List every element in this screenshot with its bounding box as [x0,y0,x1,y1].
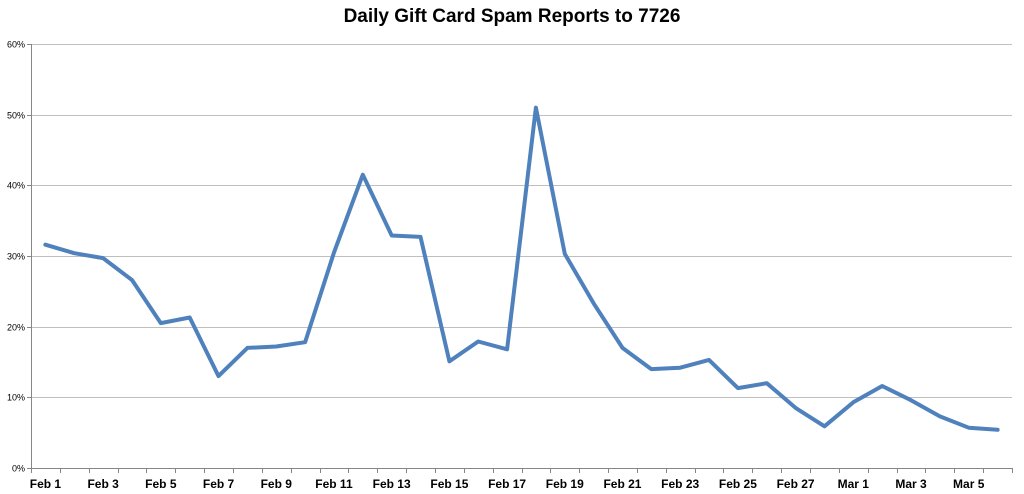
y-tick-label: 60% [7,40,25,50]
y-tick-label: 10% [7,393,25,403]
x-tick-label: Mar 1 [838,477,870,491]
x-tick-label: Feb 13 [373,477,411,491]
x-tick-label: Feb 27 [777,477,815,491]
chart-title: Daily Gift Card Spam Reports to 7726 [343,6,681,27]
y-tick-label: 50% [7,111,25,121]
x-tick-label: Feb 17 [488,477,526,491]
x-tick-label: Feb 3 [87,477,119,491]
x-tick-label: Feb 15 [430,477,468,491]
x-tick-label: Feb 23 [661,477,699,491]
gridlines [31,44,1012,398]
x-tick-label: Feb 9 [261,477,293,491]
series-layer [43,105,1000,432]
x-tick-label: Feb 11 [315,477,353,491]
y-tick-label: 0% [12,464,25,474]
x-tick-label: Feb 7 [203,477,235,491]
x-tick-label: Feb 25 [719,477,757,491]
x-tick-label: Feb 21 [603,477,641,491]
y-axis-ticks: 0% 10% 20% 30% 40% 50% 60% [7,40,31,474]
y-tick-label: 30% [7,252,25,262]
x-axis-ticks: Feb 1 Feb 3 Feb 5 Feb 7 Feb 9 Feb 11 Feb 13 Feb… [30,468,1013,491]
x-tick-label: Feb 1 [30,477,62,491]
y-tick-label: 20% [7,323,25,333]
y-tick-label: 40% [7,181,25,191]
x-tick-label: Mar 3 [895,477,927,491]
x-tick-label: Mar 5 [953,477,985,491]
axes [31,44,1012,469]
x-tick-label: Feb 5 [145,477,177,491]
x-tick-label: Feb 19 [546,477,584,491]
series-line [43,105,1000,432]
